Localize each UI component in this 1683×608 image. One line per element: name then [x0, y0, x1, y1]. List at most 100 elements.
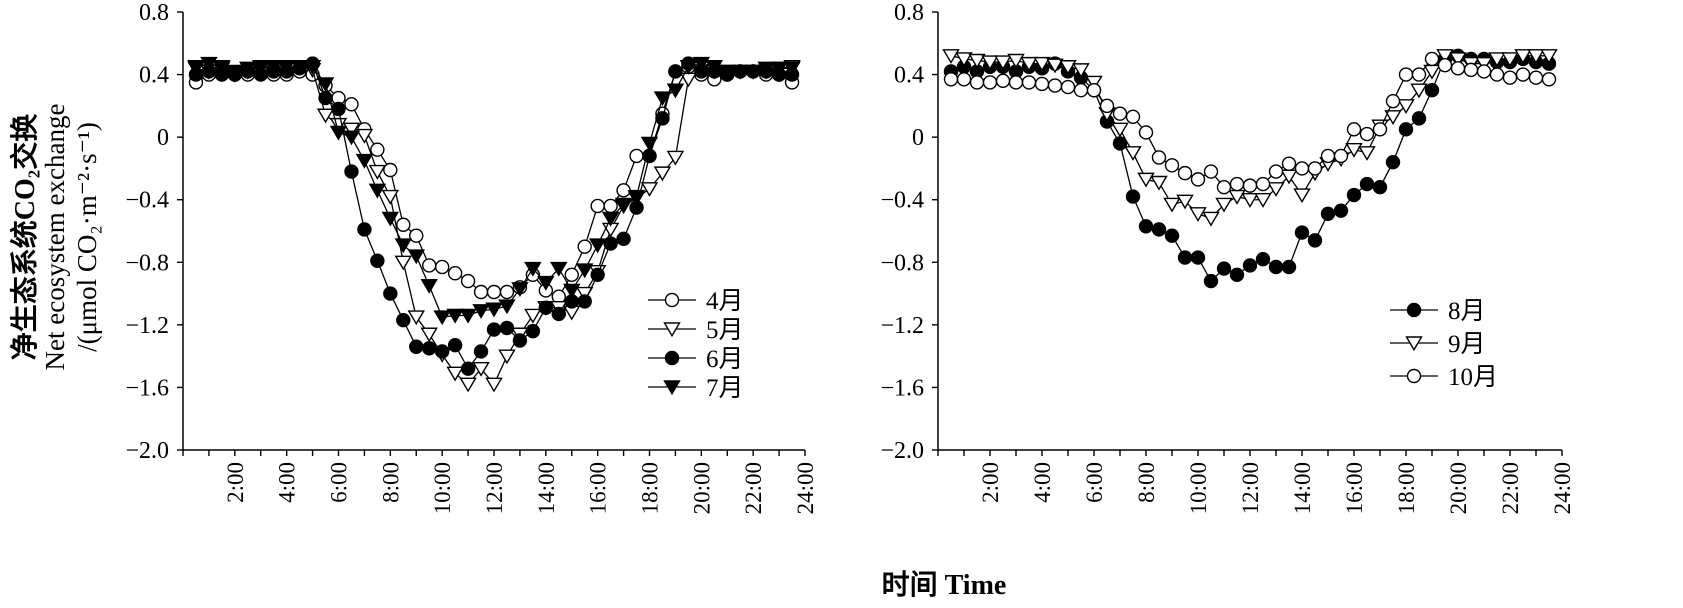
data-point [1372, 122, 1388, 137]
data-point [1346, 122, 1362, 137]
data-point [1333, 203, 1349, 218]
x-tick-label: 2:00 [223, 462, 248, 503]
data-point [407, 310, 425, 326]
x-tick-label: 18:00 [1394, 462, 1419, 514]
data-point [381, 189, 400, 205]
data-point [394, 255, 413, 271]
y-axis-title-unit: /(μmol CO₂·m⁻²·s⁻¹) [72, 122, 102, 352]
data-point [1320, 148, 1336, 164]
data-point [590, 267, 605, 282]
data-point [1202, 211, 1220, 227]
data-point [524, 308, 542, 324]
data-point [550, 261, 568, 277]
data-point [498, 349, 516, 365]
y-tick-label: −0.8 [125, 250, 169, 276]
data-point [1085, 75, 1103, 91]
data-point [446, 308, 464, 324]
data-point [1514, 49, 1532, 64]
data-point [1268, 164, 1284, 179]
data-point [577, 294, 592, 309]
y-tick-label: −1.6 [125, 375, 169, 401]
panel-left: 0.8 0.4 0 −0.4 −0.8 −1.2 −1.6 −2.0 2:00 4:00 6:00 8… [125, 0, 818, 514]
data-point [1007, 53, 1025, 69]
data-point [942, 49, 960, 64]
data-point [512, 333, 528, 348]
legend-marker [1406, 368, 1422, 384]
y-tick-label: 0 [157, 125, 169, 151]
data-point [653, 166, 672, 182]
data-point [498, 299, 516, 315]
data-point [1450, 61, 1466, 76]
data-point [943, 72, 959, 87]
data-point [472, 361, 490, 377]
data-point [264, 60, 283, 75]
x-tick-label: 16:00 [1342, 462, 1367, 514]
y-tick-label: −0.4 [125, 188, 169, 214]
data-point [538, 300, 554, 315]
data-point [1163, 197, 1181, 213]
data-point [368, 164, 387, 180]
x-tick-label: 16:00 [586, 462, 611, 514]
y-axis-title-en: Net ecosystem exchange [40, 104, 70, 371]
y-axis-title: 净生态系统CO₂交换 [8, 113, 41, 360]
data-point [1242, 258, 1258, 273]
data-point [1358, 146, 1376, 161]
data-point [666, 83, 685, 99]
data-point [1398, 122, 1414, 137]
data-point [1060, 79, 1076, 95]
data-point [1345, 142, 1363, 158]
data-point [1501, 52, 1519, 68]
data-point [381, 211, 400, 227]
legend-label: 4月 [706, 288, 744, 315]
data-point [1502, 70, 1518, 85]
data-point [1385, 154, 1401, 170]
data-point [1437, 57, 1453, 73]
data-point [187, 60, 205, 75]
data-point [603, 236, 618, 251]
data-point [601, 211, 620, 227]
data-point [575, 263, 594, 279]
data-point [370, 142, 385, 157]
data-point [355, 128, 374, 144]
data-point [459, 308, 477, 324]
legend-marker [663, 380, 681, 396]
data-point [1333, 148, 1349, 164]
data-point [757, 61, 775, 77]
data-point [1150, 175, 1168, 191]
data-point [1189, 207, 1207, 222]
y-tick-label: −2.0 [880, 438, 924, 464]
legend-label: 10月 [1448, 364, 1498, 391]
data-point [564, 267, 579, 282]
data-point [1254, 193, 1272, 208]
data-point [200, 56, 218, 72]
y-tick-label: −0.8 [880, 250, 924, 276]
legend-label: 5月 [706, 317, 744, 344]
x-tick-label: 8:00 [378, 462, 403, 503]
x-tick-label: 12:00 [482, 462, 507, 514]
series-10月 [943, 51, 1557, 195]
data-point [252, 60, 270, 75]
data-point [409, 228, 424, 243]
x-tick-label: 4:00 [275, 462, 300, 503]
data-point [277, 60, 296, 75]
data-point [640, 182, 659, 197]
y-tick-label: −1.2 [880, 313, 924, 339]
data-point [1475, 56, 1493, 72]
y-tick-label: −1.6 [880, 375, 924, 401]
data-point [525, 323, 541, 339]
data-point [433, 310, 451, 326]
data-point [303, 60, 322, 75]
data-point [668, 64, 683, 79]
series-7月 [187, 56, 801, 326]
data-point [511, 282, 529, 298]
data-point [1397, 99, 1415, 114]
data-point [1449, 52, 1467, 68]
x-axis-title: 时间 Time [882, 569, 1007, 601]
data-point [705, 60, 724, 75]
x-tick-label: 14:00 [534, 462, 559, 514]
data-point [1385, 93, 1401, 109]
data-point [420, 327, 438, 343]
data-point [731, 64, 749, 80]
data-point [653, 91, 672, 107]
